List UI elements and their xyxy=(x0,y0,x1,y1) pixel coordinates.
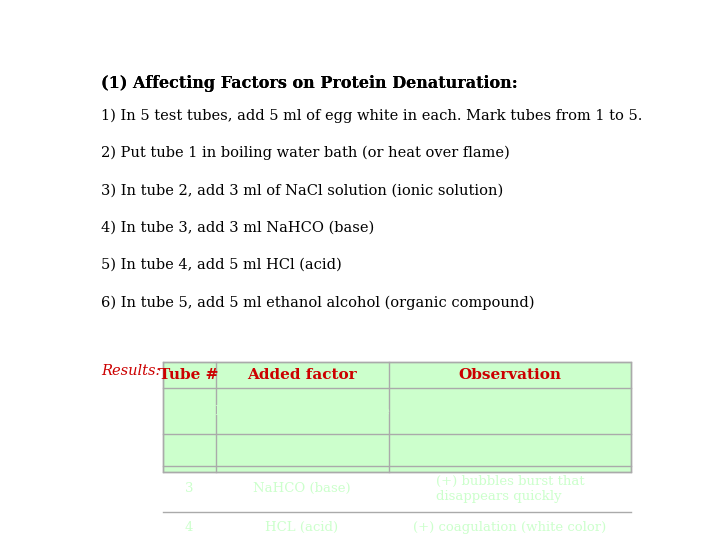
Text: 1: 1 xyxy=(185,404,193,417)
FancyBboxPatch shape xyxy=(163,362,631,472)
Text: 6) In tube 5, add 5 ml ethanol alcohol (organic compound): 6) In tube 5, add 5 ml ethanol alcohol (… xyxy=(101,295,535,310)
Text: Results:: Results: xyxy=(101,364,161,378)
Text: Observation: Observation xyxy=(459,368,562,382)
Text: (1) Affecting Factors on Protein Denaturation:: (1) Affecting Factors on Protein Denatur… xyxy=(101,75,518,92)
Text: 4: 4 xyxy=(185,521,193,534)
Text: (+) Coagulation (like boiled
egg): (+) Coagulation (like boiled egg) xyxy=(418,397,603,425)
Text: 5) In tube 4, add 5 ml HCl (acid): 5) In tube 4, add 5 ml HCl (acid) xyxy=(101,258,342,272)
Text: HCL (acid): HCL (acid) xyxy=(266,521,338,534)
Text: 4) In tube 3, add 3 ml NaHCO (base): 4) In tube 3, add 3 ml NaHCO (base) xyxy=(101,221,374,235)
Text: 3) In tube 2, add 3 ml of NaCl solution (ionic solution): 3) In tube 2, add 3 ml of NaCl solution … xyxy=(101,183,503,197)
Text: NaCl (ionic compound): NaCl (ionic compound) xyxy=(225,443,379,456)
Text: NaHCO (base): NaHCO (base) xyxy=(253,482,351,495)
Text: 1) In 5 test tubes, add 5 ml of egg white in each. Mark tubes from 1 to 5.: 1) In 5 test tubes, add 5 ml of egg whit… xyxy=(101,109,642,123)
Text: 2) Put tube 1 in boiling water bath (or heat over flame): 2) Put tube 1 in boiling water bath (or … xyxy=(101,146,510,160)
Text: Tube #: Tube # xyxy=(159,368,219,382)
Text: 2: 2 xyxy=(185,443,193,456)
Text: Boiling water bath / flame: Boiling water bath / flame xyxy=(215,404,390,417)
Text: (1) Affecting Factors on Protein Denaturation:: (1) Affecting Factors on Protein Denatur… xyxy=(101,75,518,92)
Text: (-) no change: (-) no change xyxy=(466,443,554,456)
Text: (+) bubbles burst that
disappears quickly: (+) bubbles burst that disappears quickl… xyxy=(436,475,584,503)
Text: (+) coagulation (white color): (+) coagulation (white color) xyxy=(413,521,606,534)
Text: Added factor: Added factor xyxy=(247,368,357,382)
Text: 3: 3 xyxy=(185,482,193,495)
